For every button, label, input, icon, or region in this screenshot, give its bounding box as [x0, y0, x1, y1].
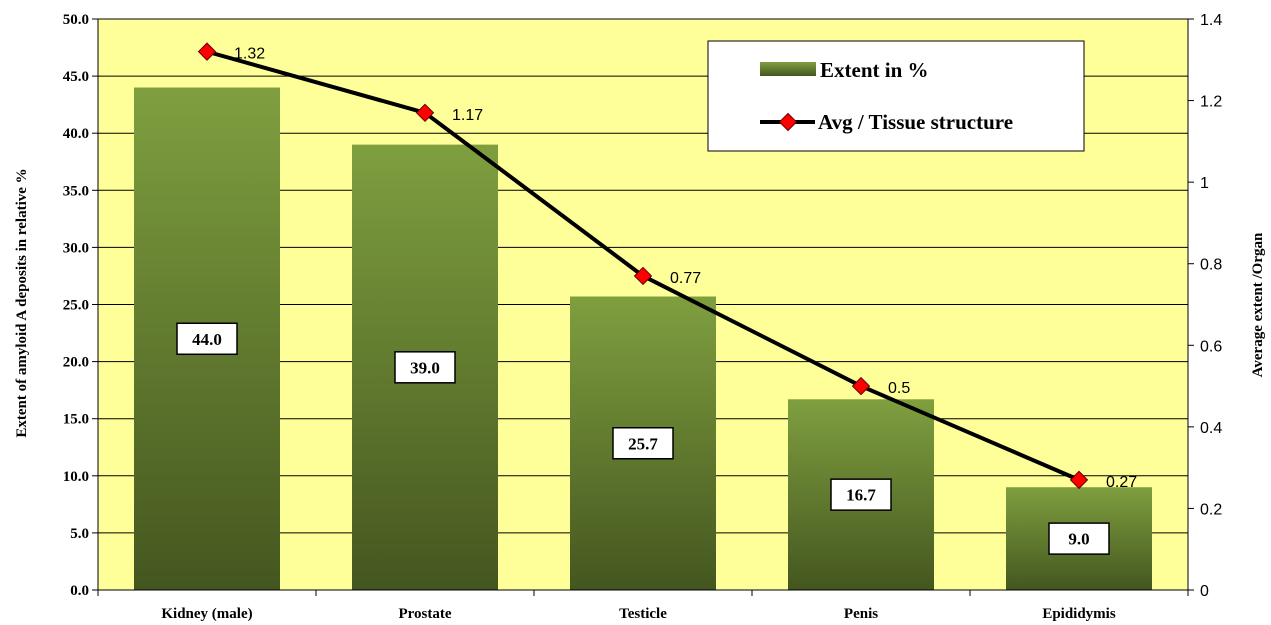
- line-data-label: 0.77: [670, 270, 701, 287]
- bar-data-label: 39.0: [410, 358, 440, 377]
- line-data-label: 1.32: [234, 46, 265, 63]
- y-tick-label-left: 5.0: [70, 526, 89, 542]
- x-tick-label: Testicle: [619, 606, 667, 622]
- y-tick-label-left: 30.0: [63, 240, 89, 256]
- axes: 0.0 5.0 10.0 15.0 20.0 25.0 30.0 35.0 40.0 45.0 50…: [63, 12, 1223, 622]
- bar-data-label-box: [394, 351, 456, 384]
- y-axis-title-left: Extent of amyloid A deposits in relative…: [14, 168, 30, 437]
- y-tick-label-right: 1.2: [1200, 94, 1222, 111]
- y-tick-label-left: 50.0: [63, 12, 89, 28]
- bar-data-label-box: [176, 322, 238, 356]
- line-marker: [851, 376, 871, 396]
- y-tick-label-left: 45.0: [63, 69, 89, 85]
- bar-data-label-box: [830, 478, 892, 511]
- y-tick-label-right: 0.8: [1200, 257, 1222, 274]
- line-data-label: 0.27: [1106, 474, 1137, 491]
- bar-data-label: 9.0: [1068, 530, 1089, 549]
- y-tick-label-right: 0.4: [1200, 420, 1222, 437]
- y-axis-title-right: Average extent /Organ: [1250, 232, 1266, 377]
- data-labels: 44.0 39.0 25.7 16.7 9.0 1.32 1.17 0.77 0.5 0.27: [176, 46, 1137, 555]
- y-tick-label-left: 25.0: [63, 298, 89, 314]
- legend-box: [707, 40, 1085, 152]
- line-marker: [197, 42, 217, 61]
- y-tick-label-left: 40.0: [63, 126, 89, 142]
- bar-data-label: 44.0: [192, 330, 222, 349]
- x-tick-label: Kidney (male): [161, 606, 252, 622]
- y-tick-label-left: 20.0: [63, 355, 89, 371]
- y-tick-label-right: 1.4: [1200, 12, 1222, 29]
- line-series: [197, 42, 1089, 490]
- x-tick-label: Penis: [844, 606, 878, 622]
- line-marker: [415, 103, 435, 122]
- y-tick-label-right: 1: [1200, 175, 1209, 192]
- legend-label-line: Avg / Tissue structure: [818, 110, 1013, 134]
- y-tick-label-right: 0.6: [1200, 338, 1222, 355]
- y-tick-label-left: 35.0: [63, 183, 89, 199]
- legend-swatch-marker: [778, 112, 798, 132]
- legend-swatch-bar: [760, 62, 816, 76]
- y-tick-label-left: 10.0: [63, 469, 89, 485]
- line-marker: [1069, 470, 1089, 490]
- y-tick-label-left: 0.0: [70, 583, 89, 599]
- line-data-label: 1.17: [452, 107, 483, 124]
- legend-label-bar: Extent in %: [820, 58, 929, 82]
- bar-data-label-box: [612, 427, 674, 460]
- x-tick-label: Prostate: [398, 606, 451, 622]
- y-tick-label-right: 0.2: [1200, 501, 1222, 518]
- bar-data-label-box: [1048, 522, 1110, 555]
- y-tick-label-right: 0: [1200, 583, 1209, 600]
- line-marker: [633, 266, 653, 286]
- x-tick-label: Epididymis: [1042, 606, 1116, 622]
- y-tick-label-left: 15.0: [63, 412, 89, 428]
- bar-data-label: 25.7: [628, 434, 658, 453]
- line-data-label: 0.5: [888, 380, 910, 397]
- legend: Extent in % Avg / Tissue structure: [707, 40, 1085, 152]
- bar-data-label: 16.7: [846, 486, 876, 505]
